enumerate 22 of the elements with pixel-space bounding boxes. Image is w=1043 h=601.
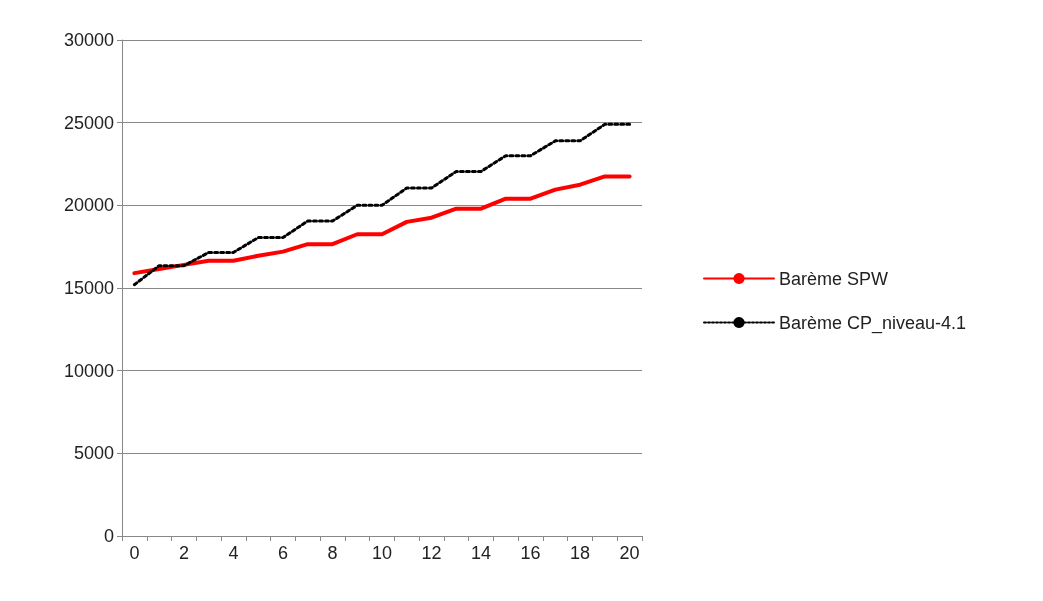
y-tick-label: 10000 bbox=[63, 360, 114, 381]
legend-label: Barème CP_niveau-4.1 bbox=[779, 312, 967, 334]
y-tick-label: 0 bbox=[103, 526, 114, 546]
y-tick-label: 5000 bbox=[73, 443, 114, 464]
y-tick-label: 25000 bbox=[63, 112, 114, 133]
legend-label: Barème SPW bbox=[779, 268, 889, 289]
x-tick-label: 12 bbox=[421, 543, 442, 563]
x-tick-label: 2 bbox=[178, 543, 189, 563]
x-tick-label: 4 bbox=[228, 543, 239, 563]
x-tick-label: 8 bbox=[327, 543, 338, 563]
line-series bbox=[132, 122, 632, 287]
x-tick-label: 14 bbox=[471, 543, 492, 563]
y-tick-label: 30000 bbox=[63, 30, 114, 50]
x-tick-label: 6 bbox=[277, 543, 288, 563]
x-tick-label: 16 bbox=[520, 543, 541, 563]
y-tick-label: 20000 bbox=[63, 195, 114, 216]
y-tick-label: 15000 bbox=[63, 278, 114, 298]
x-tick-label: 20 bbox=[619, 543, 640, 563]
x-tick-label: 18 bbox=[570, 543, 591, 563]
line-series bbox=[132, 174, 632, 276]
x-tick-label: 10 bbox=[371, 543, 393, 563]
x-tick-label: 0 bbox=[129, 543, 140, 563]
